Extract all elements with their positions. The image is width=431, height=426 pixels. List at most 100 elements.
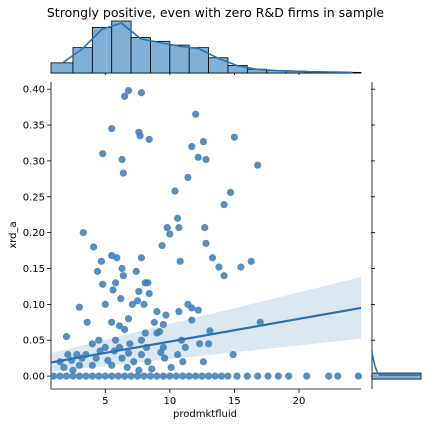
data-point bbox=[176, 257, 184, 265]
data-point bbox=[97, 257, 105, 265]
y-tick-label: 0.20 bbox=[23, 228, 45, 239]
data-point bbox=[159, 320, 167, 329]
data-point bbox=[113, 254, 121, 262]
data-point bbox=[75, 361, 84, 369]
data-point bbox=[199, 358, 208, 366]
data-point bbox=[159, 372, 167, 380]
data-point bbox=[141, 329, 149, 337]
data-point bbox=[133, 297, 142, 305]
data-point bbox=[172, 372, 180, 380]
y-tick-label: 0.35 bbox=[23, 121, 45, 132]
data-point bbox=[137, 336, 146, 344]
data-point bbox=[135, 287, 143, 296]
data-point bbox=[229, 350, 237, 359]
data-point bbox=[194, 153, 202, 161]
data-point bbox=[69, 372, 77, 380]
data-point bbox=[111, 279, 120, 287]
data-point bbox=[118, 264, 126, 273]
data-point bbox=[62, 372, 71, 380]
data-point bbox=[95, 372, 103, 380]
y-tick-label: 0.30 bbox=[23, 156, 45, 167]
data-point bbox=[202, 155, 210, 164]
data-point bbox=[230, 133, 239, 141]
data-point bbox=[145, 290, 153, 298]
x-tick-label: 5 bbox=[102, 396, 108, 407]
data-point bbox=[145, 135, 153, 143]
data-point bbox=[136, 132, 144, 140]
scatter-panel: 5 10 15 20 0.00 0.05 0.10 0.15 0.20 0.25 0.30 0.35 0… bbox=[23, 82, 363, 407]
data-point bbox=[334, 372, 342, 380]
data-point bbox=[121, 92, 129, 100]
data-point bbox=[93, 267, 102, 275]
data-point bbox=[79, 229, 87, 237]
data-point bbox=[173, 214, 182, 222]
data-point bbox=[111, 336, 120, 344]
data-point bbox=[220, 272, 228, 280]
data-point bbox=[274, 372, 282, 380]
data-point bbox=[101, 372, 109, 380]
data-point bbox=[285, 372, 293, 380]
data-point bbox=[173, 350, 182, 359]
data-point bbox=[188, 142, 196, 151]
x-axis-label: prodmktfluid bbox=[173, 409, 237, 420]
y-tick-label: 0.15 bbox=[23, 264, 45, 275]
data-point bbox=[194, 306, 202, 314]
histogram-bar bbox=[50, 62, 74, 74]
data-point bbox=[75, 303, 84, 311]
data-point bbox=[153, 372, 161, 380]
data-point bbox=[119, 169, 127, 177]
data-point bbox=[121, 372, 129, 380]
regression-line bbox=[50, 306, 362, 364]
data-point bbox=[204, 372, 213, 380]
data-point bbox=[146, 372, 155, 380]
data-point bbox=[155, 328, 164, 336]
data-point bbox=[237, 263, 245, 271]
data-point bbox=[127, 372, 135, 380]
data-point bbox=[195, 340, 204, 348]
data-point bbox=[211, 372, 219, 380]
y-tick-label: 0.40 bbox=[23, 85, 45, 96]
data-point bbox=[226, 188, 235, 197]
data-point bbox=[99, 280, 107, 288]
data-point bbox=[153, 307, 161, 316]
data-point bbox=[83, 318, 91, 326]
data-point bbox=[132, 267, 140, 275]
data-point bbox=[171, 187, 179, 195]
data-point bbox=[215, 263, 223, 271]
data-point bbox=[188, 304, 196, 312]
data-point bbox=[166, 230, 174, 238]
x-tick-label: 15 bbox=[228, 396, 241, 407]
data-point bbox=[99, 150, 107, 158]
y-tick-label: 0.10 bbox=[23, 300, 45, 311]
data-point bbox=[90, 243, 98, 251]
data-point bbox=[158, 241, 166, 250]
data-point bbox=[224, 372, 232, 380]
data-point bbox=[233, 372, 241, 380]
histogram-bar bbox=[169, 44, 190, 74]
data-point bbox=[303, 372, 311, 380]
data-point bbox=[88, 340, 96, 348]
x-tick-label: 10 bbox=[163, 396, 176, 407]
y-tick-label: 0.00 bbox=[23, 372, 45, 383]
data-point bbox=[73, 350, 81, 359]
data-point bbox=[60, 363, 68, 372]
data-point bbox=[115, 322, 124, 330]
data-point bbox=[201, 224, 209, 232]
data-point bbox=[220, 201, 228, 209]
data-point bbox=[166, 372, 174, 380]
data-point bbox=[135, 366, 143, 374]
data-point bbox=[56, 372, 64, 380]
kde-curve bbox=[371, 350, 421, 376]
data-point bbox=[181, 343, 189, 351]
data-point bbox=[162, 311, 170, 319]
data-point bbox=[175, 224, 183, 232]
y-axis-label: xrd_a bbox=[8, 221, 19, 248]
data-point bbox=[92, 354, 100, 362]
data-point bbox=[199, 137, 208, 146]
data-point bbox=[202, 239, 210, 247]
data-point bbox=[108, 361, 116, 369]
data-point bbox=[175, 307, 183, 316]
data-point bbox=[124, 87, 133, 95]
data-point bbox=[114, 372, 122, 380]
